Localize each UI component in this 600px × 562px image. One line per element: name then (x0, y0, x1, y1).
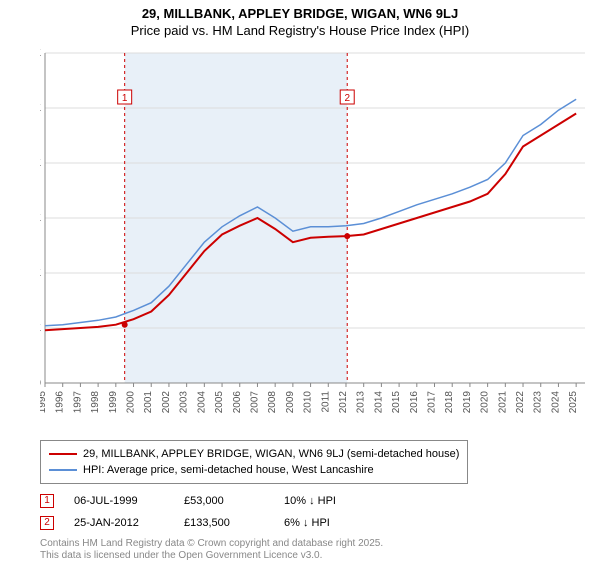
svg-text:2011: 2011 (320, 391, 331, 413)
svg-text:2007: 2007 (249, 391, 260, 414)
svg-text:2024: 2024 (550, 391, 561, 414)
svg-text:1996: 1996 (55, 391, 66, 414)
svg-text:2002: 2002 (161, 391, 172, 414)
title-line1: 29, MILLBANK, APPLEY BRIDGE, WIGAN, WN6 … (0, 6, 600, 21)
svg-text:£0: £0 (40, 378, 41, 389)
svg-text:2023: 2023 (533, 391, 544, 414)
license-line2: This data is licensed under the Open Gov… (40, 550, 590, 562)
legend-label: 29, MILLBANK, APPLEY BRIDGE, WIGAN, WN6 … (83, 446, 459, 462)
svg-text:2012: 2012 (338, 391, 349, 414)
marker-date: 06-JUL-1999 (74, 490, 164, 512)
marker-number-box: 2 (40, 516, 54, 530)
svg-text:2025: 2025 (568, 391, 579, 414)
marker-delta: 10% ↓ HPI (284, 490, 336, 512)
svg-text:2001: 2001 (143, 391, 154, 414)
svg-text:£250K: £250K (40, 103, 41, 114)
title-block: 29, MILLBANK, APPLEY BRIDGE, WIGAN, WN6 … (0, 0, 600, 38)
chart-area: £0 £50K £100K £150K £200K £250K £300K 1995 1996 1… (40, 48, 590, 418)
svg-text:2020: 2020 (480, 391, 491, 414)
marker-price: £53,000 (184, 490, 264, 512)
legend-box: 29, MILLBANK, APPLEY BRIDGE, WIGAN, WN6 … (40, 440, 468, 484)
svg-text:£150K: £150K (40, 213, 41, 224)
marker-date: 25-JAN-2012 (74, 512, 164, 534)
svg-text:1997: 1997 (72, 391, 83, 414)
svg-text:2010: 2010 (303, 391, 314, 414)
svg-text:2000: 2000 (126, 391, 137, 414)
svg-text:£200K: £200K (40, 158, 41, 169)
svg-text:2008: 2008 (267, 391, 278, 414)
marker-row: 2 25-JAN-2012 £133,500 6% ↓ HPI (40, 512, 590, 534)
svg-text:2017: 2017 (427, 391, 438, 414)
svg-text:2022: 2022 (515, 391, 526, 414)
legend-row: 29, MILLBANK, APPLEY BRIDGE, WIGAN, WN6 … (49, 446, 459, 462)
chart-svg: £0 £50K £100K £150K £200K £250K £300K 1995 1996 1… (40, 48, 590, 418)
bottom-block: 29, MILLBANK, APPLEY BRIDGE, WIGAN, WN6 … (40, 440, 590, 562)
svg-text:1998: 1998 (90, 391, 101, 414)
title-line2: Price paid vs. HM Land Registry's House … (0, 23, 600, 38)
svg-text:2019: 2019 (462, 391, 473, 414)
svg-text:2016: 2016 (409, 391, 420, 414)
legend-swatch (49, 453, 77, 455)
chart-container: 29, MILLBANK, APPLEY BRIDGE, WIGAN, WN6 … (0, 0, 600, 560)
svg-text:£300K: £300K (40, 48, 41, 59)
marker-table: 1 06-JUL-1999 £53,000 10% ↓ HPI 2 25-JAN… (40, 490, 590, 534)
svg-text:2003: 2003 (179, 391, 190, 414)
svg-text:2: 2 (344, 93, 350, 104)
marker-delta: 6% ↓ HPI (284, 512, 330, 534)
svg-text:2006: 2006 (232, 391, 243, 414)
svg-text:1999: 1999 (108, 391, 119, 414)
svg-text:2018: 2018 (444, 391, 455, 414)
license-text: Contains HM Land Registry data © Crown c… (40, 538, 590, 562)
svg-text:1995: 1995 (40, 391, 48, 414)
license-line1: Contains HM Land Registry data © Crown c… (40, 538, 590, 550)
svg-text:2004: 2004 (196, 391, 207, 414)
svg-text:2005: 2005 (214, 391, 225, 414)
svg-text:1: 1 (122, 93, 128, 104)
svg-text:£100K: £100K (40, 268, 41, 279)
svg-text:2013: 2013 (356, 391, 367, 414)
svg-text:£50K: £50K (40, 323, 41, 334)
svg-text:2021: 2021 (497, 391, 508, 414)
marker-price: £133,500 (184, 512, 264, 534)
marker-number-box: 1 (40, 494, 54, 508)
legend-swatch (49, 469, 77, 471)
legend-label: HPI: Average price, semi-detached house,… (83, 462, 374, 478)
svg-text:2009: 2009 (285, 391, 296, 414)
marker-row: 1 06-JUL-1999 £53,000 10% ↓ HPI (40, 490, 590, 512)
svg-text:2014: 2014 (373, 391, 384, 414)
legend-row: HPI: Average price, semi-detached house,… (49, 462, 459, 478)
svg-text:2015: 2015 (391, 391, 402, 414)
